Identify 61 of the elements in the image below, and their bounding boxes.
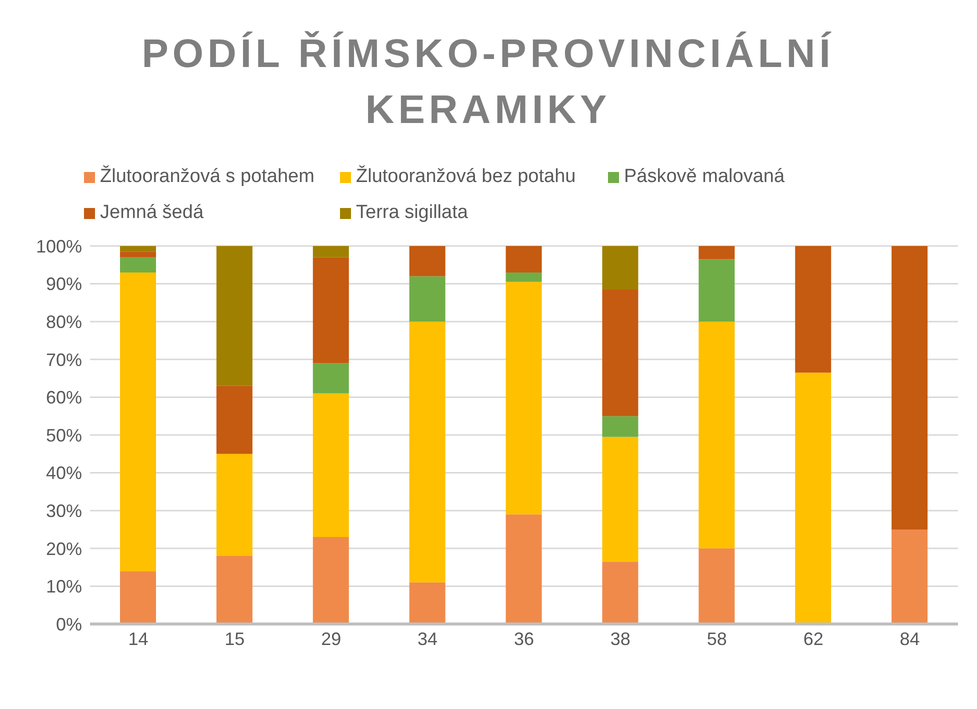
y-tick-label: 100%: [36, 236, 82, 256]
bar: [409, 582, 446, 624]
bar: [506, 272, 542, 282]
bar: [602, 416, 638, 437]
bar: [602, 436, 638, 562]
x-tick-label: 29: [321, 628, 342, 649]
bar: [216, 454, 252, 556]
bar: [120, 272, 156, 572]
bar: [312, 246, 349, 258]
legend-label: Žlutooranžová bez potahu: [356, 166, 576, 188]
bar: [120, 252, 156, 258]
bar: [698, 548, 735, 624]
bar: [409, 322, 446, 582]
bar: [409, 246, 446, 276]
bar: [120, 246, 156, 252]
y-tick-label: 30%: [46, 500, 82, 521]
x-tick-label: 84: [900, 628, 920, 649]
bar: [506, 246, 542, 272]
legend-label: Jemná šedá: [100, 202, 204, 224]
bar: [698, 259, 735, 322]
y-tick-label: 20%: [46, 538, 82, 559]
bar: [312, 393, 349, 538]
x-tick-label: 14: [128, 628, 148, 649]
x-tick-label: 15: [224, 628, 245, 649]
bar: [506, 282, 542, 514]
chart-title: PODÍL ŘÍMSKO-PROVINCIÁLNÍ KERAMIKY: [140, 30, 836, 134]
bar: [120, 571, 156, 624]
bar: [216, 386, 252, 454]
y-tick-label: 90%: [46, 274, 82, 294]
bar: [216, 556, 252, 624]
x-tick-label: 36: [514, 628, 534, 649]
bar: [795, 372, 832, 624]
bar: [602, 289, 638, 416]
bar: [892, 246, 928, 530]
bar: [120, 257, 156, 272]
bar: [409, 276, 446, 322]
bar: [698, 246, 735, 260]
bar: [312, 363, 349, 394]
bar: [506, 514, 542, 624]
legend-label: Žlutooranžová s potahem: [100, 166, 314, 188]
y-tick-label: 0%: [56, 614, 82, 634]
bar: [602, 562, 638, 624]
bar: [602, 246, 638, 290]
legend-label: Terra sigillata: [356, 202, 468, 224]
bar: [795, 246, 832, 373]
bar: [312, 257, 349, 364]
y-tick-label: 40%: [46, 463, 82, 484]
x-tick-label: 62: [803, 628, 824, 649]
bar: [892, 530, 928, 624]
y-tick-label: 70%: [46, 350, 82, 370]
y-tick-label: 50%: [46, 425, 82, 446]
x-tick-label: 58: [706, 628, 727, 649]
bar: [216, 246, 252, 386]
x-tick-label: 38: [610, 628, 630, 649]
y-tick-label: 60%: [46, 388, 82, 408]
bar: [312, 537, 349, 624]
x-tick-label: 34: [418, 628, 438, 649]
y-tick-label: 80%: [46, 312, 82, 332]
y-tick-label: 10%: [46, 576, 82, 597]
legend-label: Páskově malovaná: [624, 166, 785, 188]
bar: [698, 322, 735, 548]
